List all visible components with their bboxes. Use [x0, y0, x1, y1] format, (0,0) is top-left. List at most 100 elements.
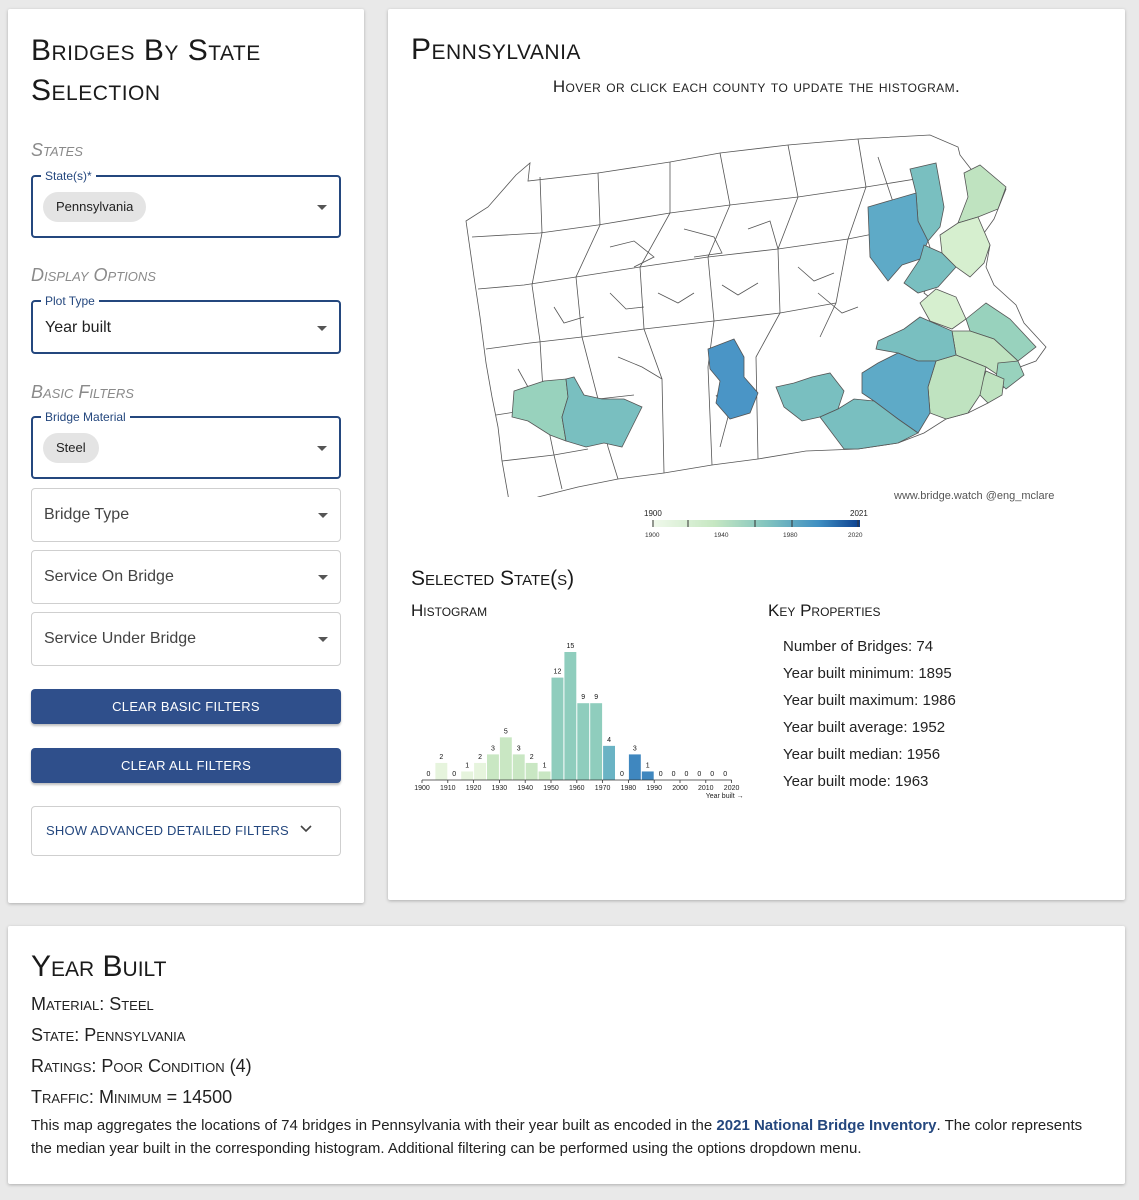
legend-tick-1900: 1900 — [645, 532, 660, 539]
clear-all-filters-button[interactable]: Clear all filters — [31, 748, 341, 783]
legend-tick-1980: 1980 — [783, 532, 798, 539]
histogram-tick-label-2010: 2010 — [698, 785, 714, 792]
histogram-label-2010: 0 — [710, 771, 714, 778]
histogram-bar-1950[interactable] — [551, 677, 564, 780]
histogram-bar-1955[interactable] — [564, 652, 577, 780]
county-south-1[interactable] — [775, 372, 845, 422]
state-chip-pennsylvania[interactable]: Pennsylvania — [43, 192, 147, 222]
summary-description: This map aggregates the locations of 74 … — [31, 1114, 1091, 1160]
histogram-bar-1985[interactable] — [641, 771, 654, 780]
histogram-label-1965: 9 — [594, 694, 598, 701]
chevron-down-icon[interactable] — [317, 446, 327, 451]
county-se-1[interactable] — [927, 354, 987, 420]
county-se-2[interactable] — [861, 352, 937, 434]
states-section-label: States — [31, 140, 83, 160]
histogram-bar-1930[interactable] — [499, 737, 512, 780]
legend-tick-1940: 1940 — [714, 532, 729, 539]
county-map[interactable] — [458, 117, 1048, 497]
histogram-bar-1920[interactable] — [474, 762, 486, 780]
histogram-tick-label-1900: 1900 — [414, 785, 430, 792]
histogram-bar-1940[interactable] — [525, 762, 538, 780]
advanced-filters-toggle[interactable]: SHOW ADVANCED DETAILED FILTERS — [31, 806, 341, 856]
chevron-down-icon[interactable] — [318, 637, 328, 642]
states-select-legend: State(s)* — [41, 169, 96, 183]
sidebar-title: Bridges By State Selection — [31, 34, 261, 107]
bridge-type-placeholder: Bridge Type — [44, 506, 130, 523]
desc-text-before: This map aggregates the locations of 74 … — [31, 1117, 717, 1134]
histogram-bar-1965[interactable] — [590, 703, 603, 780]
histogram-bar-1960[interactable] — [577, 703, 590, 780]
service-under-bridge-select[interactable]: Service Under Bridge — [31, 612, 341, 666]
clear-basic-filters-button[interactable]: Clear basic filters — [31, 689, 341, 724]
prop-year-max: Year built maximum: 1986 — [783, 692, 956, 709]
histogram-tick-label-1940: 1940 — [517, 785, 533, 792]
histogram-label-1940: 2 — [530, 754, 534, 761]
chevron-down-icon[interactable] — [318, 513, 328, 518]
service-on-bridge-select[interactable]: Service On Bridge — [31, 550, 341, 604]
histogram-label-1975: 0 — [620, 771, 624, 778]
histogram-heading: Histogram — [411, 601, 488, 620]
advanced-filters-label: SHOW ADVANCED DETAILED FILTERS — [46, 823, 289, 838]
histogram-x-label: Year built → — [706, 793, 744, 800]
county-west-2[interactable] — [561, 376, 643, 448]
histogram-tick-label-1970: 1970 — [595, 785, 611, 792]
bridge-material-select[interactable]: Bridge Material Steel — [31, 410, 341, 479]
states-select[interactable]: State(s)* Pennsylvania — [31, 169, 341, 238]
histogram-tick-label-1950: 1950 — [543, 785, 559, 792]
histogram-label-1900: 0 — [426, 771, 430, 778]
prop-year-average: Year built average: 1952 — [783, 719, 946, 736]
histogram-label-2005: 0 — [697, 771, 701, 778]
county-south-2[interactable] — [819, 398, 919, 450]
service-on-bridge-placeholder: Service On Bridge — [44, 568, 174, 585]
bridge-type-select[interactable]: Bridge Type — [31, 488, 341, 542]
prop-year-mode: Year built mode: 1963 — [783, 773, 929, 790]
histogram-label-1995: 0 — [672, 771, 676, 778]
histogram-tick-label-1990: 1990 — [646, 785, 662, 792]
histogram-bar-1905[interactable] — [435, 762, 448, 780]
map-panel: Pennsylvania Hover or click each county … — [388, 9, 1125, 900]
display-section-label: Display Options — [31, 265, 156, 285]
prop-year-median: Year built median: 1956 — [783, 746, 941, 763]
histogram-label-1955: 15 — [566, 643, 574, 650]
county-central[interactable] — [707, 338, 759, 420]
material-chip-steel[interactable]: Steel — [43, 433, 99, 463]
chevron-down-icon[interactable] — [298, 821, 314, 837]
histogram-bar-1970[interactable] — [603, 745, 615, 780]
county-ne-1[interactable] — [957, 164, 1007, 224]
histogram-bar-1915[interactable] — [461, 771, 474, 780]
histogram-label-1920: 2 — [478, 754, 482, 761]
plot-type-legend: Plot Type — [41, 294, 99, 308]
legend-gradient — [652, 520, 860, 527]
state-title: Pennsylvania — [411, 33, 581, 66]
nbi-link[interactable]: 2021 National Bridge Inventory — [716, 1117, 937, 1134]
histogram-bar-1945[interactable] — [538, 771, 551, 780]
histogram-bar-1925[interactable] — [487, 754, 499, 780]
summary-material: Material: Steel — [31, 994, 154, 1014]
histogram-bar-1980[interactable] — [628, 754, 641, 780]
county-center-east[interactable] — [875, 316, 957, 362]
chevron-down-icon[interactable] — [318, 575, 328, 580]
chevron-down-icon[interactable] — [317, 326, 327, 331]
key-properties-heading: Key Properties — [768, 601, 881, 620]
desc-text-after: . The color represents the median year b… — [31, 1117, 1083, 1157]
histogram-label-1910: 0 — [452, 771, 456, 778]
chevron-down-icon[interactable] — [317, 205, 327, 210]
histogram-label-1915: 1 — [465, 762, 469, 769]
filters-panel: Bridges By State Selection States State(… — [8, 9, 364, 903]
map-credit: www.bridge.watch @eng_mclare — [894, 490, 1055, 502]
summary-state: State: Pennsylvania — [31, 1025, 186, 1045]
histogram-label-2000: 0 — [684, 771, 688, 778]
basic-filters-section-label: Basic Filters — [31, 382, 134, 402]
color-legend: 1900 2021 1900 1940 1980 2020 — [644, 509, 868, 539]
plot-type-select[interactable]: Plot Type Year built — [31, 294, 341, 354]
histogram-tick-label-1920: 1920 — [466, 785, 482, 792]
selected-states-heading: Selected State(s) — [411, 567, 575, 590]
histogram-bar-1935[interactable] — [512, 754, 525, 780]
map-instructions: Hover or click each county to update the… — [552, 77, 961, 96]
histogram-label-1960: 9 — [581, 694, 585, 701]
county-ne-2[interactable] — [939, 216, 991, 278]
histogram-label-1925: 3 — [491, 745, 495, 752]
histogram-label-1945: 1 — [543, 762, 547, 769]
histogram-label-1980: 3 — [633, 745, 637, 752]
